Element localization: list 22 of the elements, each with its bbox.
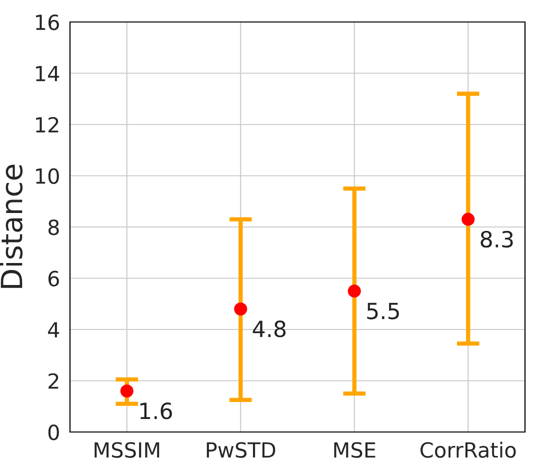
point (462, 212, 475, 226)
y-tick-label: 12 (36, 116, 58, 132)
y-tick-label: 14 (36, 66, 60, 82)
y-tick-label: 8 (48, 219, 59, 236)
point (120, 384, 134, 398)
point (348, 284, 361, 298)
x-tick-label: MSE (334, 442, 376, 458)
y-tick-label: 10 (36, 168, 59, 184)
x-tick-label: PwSTD (206, 442, 276, 458)
y-axis-title: Distance (0, 164, 23, 288)
data-label: 1.6 (140, 402, 172, 420)
y-tick-label: 4 (48, 322, 60, 338)
data-label: 4.8 (252, 320, 286, 338)
x-tick-label: MSSIM (94, 442, 160, 458)
y-tick-label: 0 (48, 424, 59, 440)
y-tick-label: 2 (48, 373, 58, 389)
x-tick-label: CorrRatio (420, 442, 516, 458)
y-tick-label: 6 (48, 270, 59, 286)
y-tick-label: 16 (36, 14, 59, 30)
data-label: 8.3 (480, 230, 513, 248)
point (234, 302, 248, 316)
data-label: 5.5 (367, 302, 399, 320)
